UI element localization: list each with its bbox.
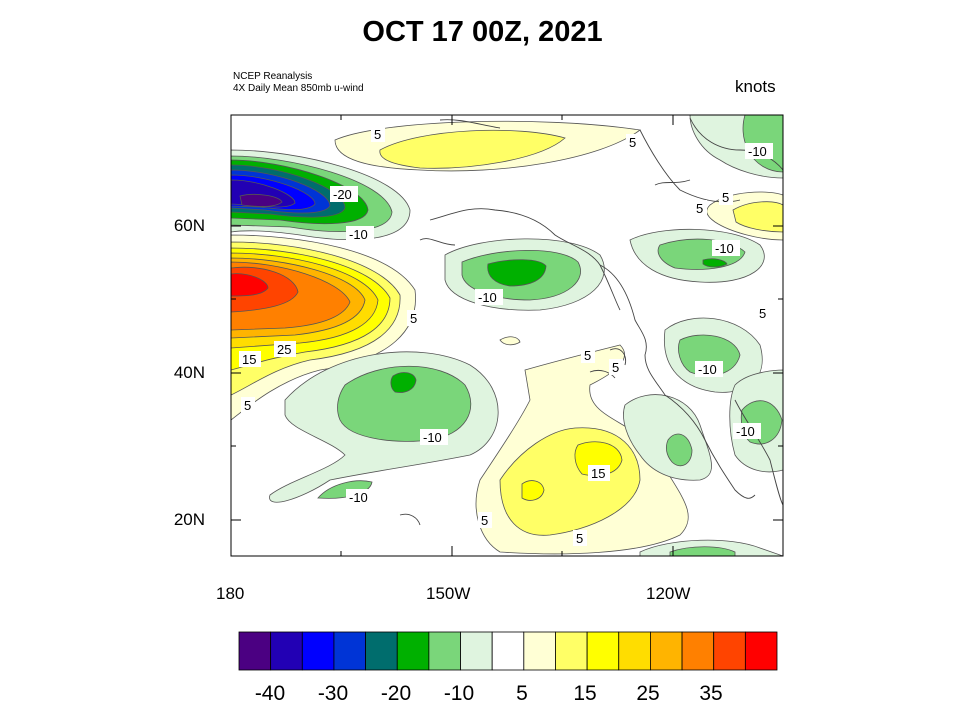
contour-label: -10 [736,424,755,439]
contour-label: 5 [629,135,636,150]
contour-label: 5 [722,190,729,205]
contour-label: -10 [748,144,767,159]
contour-neg-c-3 [487,259,547,287]
colorbar-swatch [238,631,272,671]
contour-15-north [379,129,566,169]
colorbar-swatch [270,631,303,671]
colorbar-label: -30 [317,682,349,705]
contour-neg-e-7 [665,433,693,467]
contour-neg-se-2 [669,546,736,556]
colorbar-swatch [523,631,556,671]
contour-labels: 5 5 -10 -20 -10 5 5 -10 -10 5 15 25 5 5 … [239,126,773,546]
contour-neg-e-5 [678,334,741,376]
contour-neg-sw-4 [317,480,373,499]
contour-neg-e-3 [702,258,728,268]
colorbar-swatch [618,631,651,671]
lat-label-60n: 60N [173,216,205,235]
contour-label: -10 [478,290,497,305]
contour-pos-c-small [499,336,521,346]
colorbar-label: -20 [380,682,412,705]
colorbar-swatch [681,631,715,671]
contour-neg-nw-8 [239,194,283,207]
colorbar-swatch [333,631,366,671]
lon-label-120w: 120W [646,584,691,603]
variable-label: 4X Daily Mean 850mb u-wind [233,83,364,94]
colorbar-swatch [460,631,493,671]
contour-label: 5 [481,513,488,528]
lon-label-180: 180 [216,584,245,603]
contour-label: 5 [696,201,703,216]
contour-label: 5 [612,360,619,375]
contour-neg-sw-3 [390,372,417,393]
colorbar-swatch [555,631,588,671]
contour-label: -10 [715,241,734,256]
colorbar-label: 35 [699,682,723,705]
contour-label: 5 [410,311,417,326]
colorbar-swatch [396,631,430,671]
contour-label: -10 [698,362,717,377]
map-title: OCT 17 00Z, 2021 [362,16,603,48]
axis-ticks [230,115,783,556]
colorbar-label: -40 [254,682,286,705]
lat-label-20n: 20N [173,510,205,529]
colorbar-swatch [428,631,461,671]
contour-label: 5 [759,306,766,321]
contour-pos-s-4 [521,480,545,501]
contour-label: 15 [591,466,605,481]
contour-label: 5 [374,127,381,142]
colorbar-label: -10 [443,682,475,705]
colorbar-swatch [744,631,778,671]
colorbar-swatch [491,631,525,671]
colorbar-label: 15 [573,682,597,705]
contour-label: 5 [584,348,591,363]
contour-label: -10 [349,490,368,505]
contour-label: 15 [242,352,256,367]
contour-label: -20 [333,187,352,202]
colorbar-swatch [365,631,398,671]
contour-label: -10 [349,227,368,242]
colorbar-swatch [713,631,746,671]
units-label: knots [735,77,776,96]
colorbar-swatch [586,631,620,671]
contour-label: 5 [576,531,583,546]
coastlines [399,117,783,526]
colorbar [238,631,778,671]
contour-pos-w-8 [231,273,269,297]
contour-label: 25 [277,342,291,357]
colorbar-label: 25 [636,682,660,705]
colorbar-swatch [650,631,683,671]
contour-label: -10 [423,430,442,445]
colorbar-swatch [301,631,335,671]
source-label: NCEP Reanalysis [233,71,313,82]
contour-label: 5 [244,398,251,413]
lat-label-40n: 40N [173,363,205,382]
colorbar-label: 5 [516,682,528,705]
lon-label-150w: 150W [426,584,471,603]
contour-pos-ne-2 [732,201,783,233]
